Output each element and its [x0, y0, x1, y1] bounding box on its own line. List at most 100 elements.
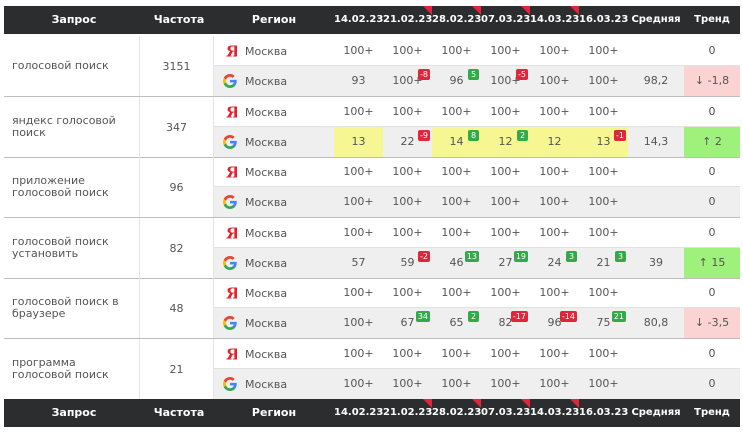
position-cell: 100+ [432, 157, 481, 187]
bottom-col-date[interactable]: 14.03.23 [530, 399, 579, 427]
position-cell: 100+ [432, 278, 481, 308]
position-value: 100+ [441, 226, 472, 239]
position-value: 22 [400, 135, 415, 148]
top-col-date[interactable]: 14.03.23 [530, 6, 579, 34]
query-text[interactable]: голосовой поиск установить [4, 218, 140, 278]
region-cell: Москва [214, 187, 334, 217]
position-value: 100+ [588, 165, 619, 178]
position-cell: 100+ [383, 97, 432, 127]
position-value: 100+ [539, 74, 570, 87]
top-col-date[interactable]: 21.02.23 [383, 6, 432, 34]
bottom-col-date[interactable]: 21.02.23 [383, 399, 432, 427]
date-label: 16.03.23 [579, 407, 629, 418]
top-col-region[interactable]: Регион [251, 13, 297, 26]
position-cell: 100+ [579, 66, 628, 96]
svg-text:Я: Я [226, 226, 237, 240]
position-value: 100+ [343, 226, 374, 239]
row-divider [214, 65, 740, 66]
bottom-col-region[interactable]: Регион [251, 406, 297, 419]
position-value: 100+ [539, 44, 570, 57]
region-cell: Москва [214, 127, 334, 157]
position-cell: 21 3 [579, 248, 628, 278]
region-cell: Я Москва [214, 157, 334, 187]
date-label: 14.02.23 [334, 14, 384, 25]
average-cell: 98,2 [643, 74, 669, 87]
position-value: 13 [596, 135, 611, 148]
top-col-frequency[interactable]: Частота [153, 13, 205, 26]
bottom-col-average[interactable]: Средняя [631, 407, 681, 418]
query-text[interactable]: приложение голосовой поиск [4, 157, 140, 217]
date-label: 07.03.23 [481, 14, 531, 25]
position-cell: 100+ [530, 187, 579, 217]
position-value: 100+ [588, 226, 619, 239]
position-value: 100+ [343, 316, 374, 329]
top-col-date[interactable]: 14.02.23 [334, 6, 383, 34]
position-cell: 100+ [432, 97, 481, 127]
engine-row-google: Москва 93 100+ -8 96 5 100+ -5 100+ 100+ 98,2 ↓ -1,… [214, 66, 740, 96]
position-cell: 100+ [579, 339, 628, 369]
top-col-query[interactable]: Запрос [51, 13, 97, 26]
bottom-col-date[interactable]: 28.02.23 [432, 399, 481, 427]
bottom-col-date[interactable]: 16.03.23 [579, 399, 628, 427]
query-text[interactable]: голосовой поиск в браузере [4, 278, 140, 338]
date-label: 21.02.23 [383, 407, 433, 418]
top-col-date[interactable]: 16.03.23 [579, 6, 628, 34]
position-cell: 100+ [383, 218, 432, 248]
position-cell: 12 [530, 127, 579, 157]
top-col-date[interactable]: 28.02.23 [432, 6, 481, 34]
top-col-date[interactable]: 07.03.23 [481, 6, 530, 34]
position-cell: 100+ [579, 278, 628, 308]
trend-cell: 0 [708, 165, 716, 178]
bottom-col-date[interactable]: 14.02.23 [334, 399, 383, 427]
engine-row-google: Москва 100+ 100+ 100+ 100+ 100+ 100+ 0 [214, 369, 740, 399]
position-value: 100+ [392, 165, 423, 178]
position-cell: 100+ [383, 278, 432, 308]
row-divider [214, 247, 740, 248]
region-label: Москва [245, 256, 288, 270]
yandex-icon: Я [223, 43, 239, 61]
group-divider [4, 278, 740, 279]
average-cell [628, 97, 684, 127]
date-flag-icon [521, 399, 530, 408]
trend-cell: ↓ -3,5 [684, 308, 740, 338]
frequency-value: 48 [140, 278, 214, 338]
bottom-col-date[interactable]: 07.03.23 [481, 399, 530, 427]
position-value: 100+ [392, 226, 423, 239]
top-col-trend[interactable]: Тренд [694, 14, 730, 25]
position-value: 100+ [392, 377, 423, 390]
engine-row-yandex: Я Москва 100+ 100+ 100+ 100+ 100+ 100+ 0 [214, 339, 740, 369]
date-label: 14.03.23 [530, 14, 580, 25]
region-label: Москва [245, 347, 288, 361]
date-label: 14.03.23 [530, 407, 580, 418]
bottom-col-frequency[interactable]: Частота [153, 406, 205, 419]
google-icon [223, 135, 237, 149]
query-group: голосовой поиск в браузере 48 [4, 278, 740, 338]
engine-row-google: Москва 13 22 -9 14 8 12 2 12 13 -1 14,3 ↑ 2 [214, 127, 740, 157]
query-label: голосовой поиск [12, 59, 109, 72]
change-badge: -14 [559, 311, 577, 322]
query-text[interactable]: яндекс голосовой поиск [4, 97, 140, 157]
position-cell: 100+ [530, 218, 579, 248]
group-divider [4, 157, 740, 158]
group-divider [4, 217, 740, 218]
change-badge: -8 [418, 69, 430, 80]
query-group: программа голосовой поиск 21 [4, 339, 740, 399]
region-cell: Москва [214, 66, 334, 96]
bottom-col-trend[interactable]: Тренд [694, 407, 730, 418]
position-cell: 100+ [530, 369, 579, 399]
region-label: Москва [245, 286, 288, 300]
position-cell: 100+ [481, 339, 530, 369]
average-cell [628, 218, 684, 248]
top-col-average[interactable]: Средняя [631, 14, 681, 25]
query-text[interactable]: программа голосовой поиск [4, 339, 140, 399]
engine-row-yandex: Я Москва 100+ 100+ 100+ 100+ 100+ 100+ 0 [214, 36, 740, 66]
position-cell: 100+ [432, 218, 481, 248]
position-value: 27 [498, 256, 513, 269]
position-value: 100+ [539, 165, 570, 178]
query-text[interactable]: голосовой поиск [4, 36, 140, 96]
bottom-col-query[interactable]: Запрос [51, 406, 97, 419]
position-value: 100+ [343, 105, 374, 118]
region-cell: Москва [214, 248, 334, 278]
position-cell: 100+ [334, 308, 383, 338]
engine-row-google: Москва 57 59 -2 46 13 27 19 24 3 21 3 39 ↑ 15 [214, 248, 740, 278]
